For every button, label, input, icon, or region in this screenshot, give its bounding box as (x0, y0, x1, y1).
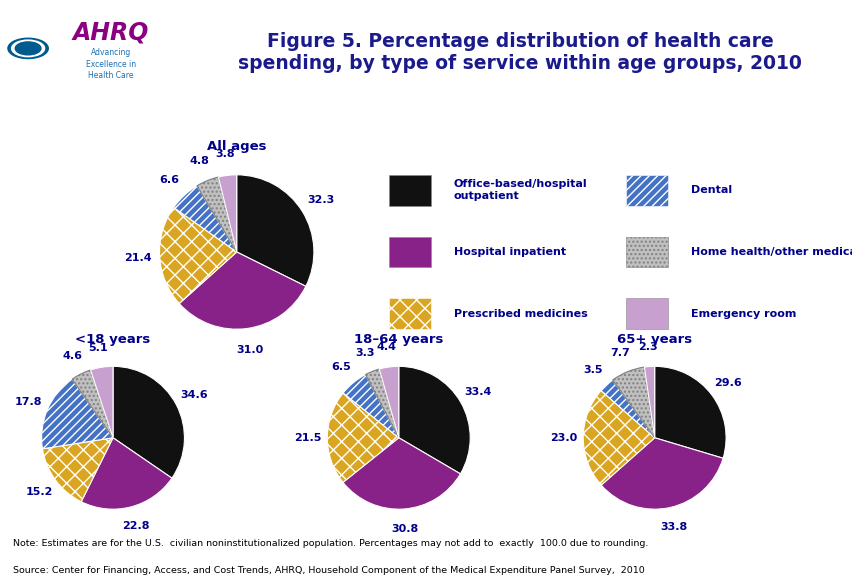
Text: AHRQ: AHRQ (72, 21, 148, 45)
FancyBboxPatch shape (625, 237, 667, 267)
FancyBboxPatch shape (389, 237, 430, 267)
Text: 4.4: 4.4 (376, 342, 395, 352)
Text: 29.6: 29.6 (713, 378, 741, 388)
Text: 21.4: 21.4 (124, 253, 152, 263)
Wedge shape (179, 252, 306, 329)
FancyBboxPatch shape (389, 298, 430, 329)
Text: 2.3: 2.3 (637, 342, 657, 351)
FancyBboxPatch shape (625, 175, 667, 206)
Wedge shape (43, 438, 112, 502)
Wedge shape (366, 369, 398, 438)
Text: 34.6: 34.6 (180, 390, 208, 400)
Text: Home health/other medical: Home health/other medical (690, 247, 852, 257)
Text: 31.0: 31.0 (236, 345, 263, 355)
Text: 22.8: 22.8 (122, 521, 150, 531)
Text: 30.8: 30.8 (391, 524, 418, 534)
Text: Note: Estimates are for the U.S.  civilian noninstitutionalized population. Perc: Note: Estimates are for the U.S. civilia… (13, 539, 648, 548)
Text: 3.8: 3.8 (215, 149, 234, 159)
Wedge shape (174, 186, 237, 252)
Wedge shape (72, 370, 112, 438)
FancyBboxPatch shape (389, 175, 430, 206)
Wedge shape (601, 438, 722, 509)
Text: Emergency room: Emergency room (690, 309, 796, 319)
Text: 4.6: 4.6 (62, 351, 82, 361)
Wedge shape (236, 175, 314, 286)
Text: Source: Center for Financing, Access, and Cost Trends, AHRQ, Household Component: Source: Center for Financing, Access, an… (13, 566, 644, 575)
Title: All ages: All ages (207, 140, 266, 153)
Text: 4.8: 4.8 (189, 156, 209, 166)
Circle shape (15, 42, 41, 55)
Text: 33.4: 33.4 (463, 387, 492, 397)
Text: Advancing
Excellence in
Health Care: Advancing Excellence in Health Care (85, 48, 135, 80)
Text: 3.5: 3.5 (583, 365, 602, 375)
Wedge shape (81, 438, 172, 509)
Wedge shape (42, 379, 112, 449)
Text: 6.6: 6.6 (159, 175, 179, 184)
Wedge shape (379, 366, 398, 438)
Text: 17.8: 17.8 (15, 397, 43, 407)
Text: 3.3: 3.3 (354, 348, 374, 358)
Title: 18–64 years: 18–64 years (354, 333, 443, 346)
Wedge shape (112, 366, 184, 478)
Wedge shape (197, 177, 237, 252)
Text: 23.0: 23.0 (549, 433, 576, 443)
Text: Office-based/hospital
outpatient: Office-based/hospital outpatient (453, 180, 587, 201)
Wedge shape (327, 393, 398, 482)
Wedge shape (343, 438, 460, 509)
Title: 65+ years: 65+ years (616, 333, 692, 346)
Wedge shape (398, 366, 469, 474)
Circle shape (8, 38, 49, 59)
Text: Prescribed medicines: Prescribed medicines (453, 309, 587, 319)
Wedge shape (343, 374, 398, 438)
Wedge shape (653, 366, 725, 458)
Wedge shape (612, 367, 654, 438)
Text: 15.2: 15.2 (26, 487, 53, 497)
Text: 7.7: 7.7 (609, 348, 630, 358)
Wedge shape (90, 366, 113, 438)
Circle shape (12, 40, 44, 56)
FancyBboxPatch shape (625, 298, 667, 329)
Text: Dental: Dental (690, 185, 731, 195)
Text: 5.1: 5.1 (89, 343, 108, 353)
Wedge shape (218, 175, 237, 252)
Text: 33.8: 33.8 (660, 522, 688, 532)
Wedge shape (159, 207, 237, 304)
Wedge shape (643, 366, 654, 438)
Text: 6.5: 6.5 (331, 362, 350, 372)
Wedge shape (601, 380, 654, 438)
Wedge shape (583, 391, 654, 485)
Text: 32.3: 32.3 (307, 195, 334, 205)
Text: Figure 5. Percentage distribution of health care
spending, by type of service wi: Figure 5. Percentage distribution of hea… (238, 32, 802, 74)
Text: Hospital inpatient: Hospital inpatient (453, 247, 566, 257)
Title: <18 years: <18 years (75, 333, 151, 346)
Text: 21.5: 21.5 (293, 433, 320, 442)
